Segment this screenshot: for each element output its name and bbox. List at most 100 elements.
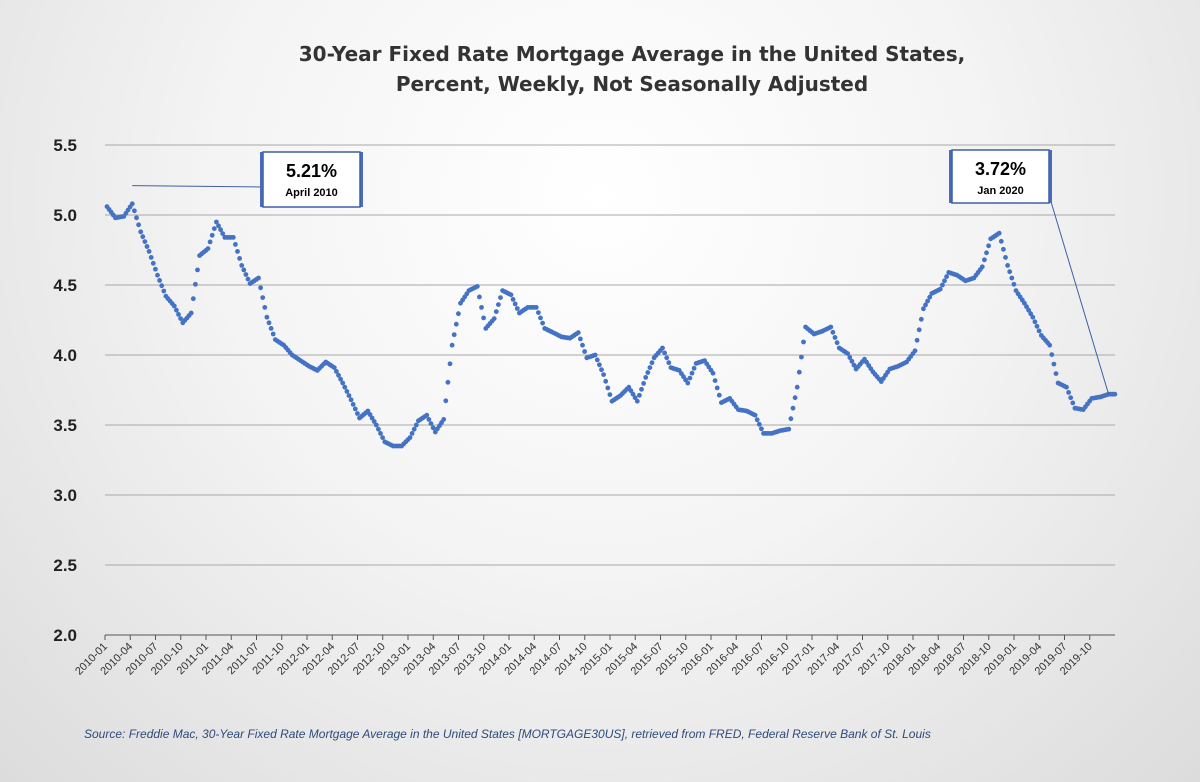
data-point bbox=[369, 415, 375, 421]
data-point bbox=[710, 370, 716, 376]
data-point bbox=[428, 421, 434, 426]
data-point bbox=[832, 335, 838, 340]
data-point bbox=[1028, 311, 1034, 317]
data-point bbox=[1049, 352, 1055, 357]
data-point bbox=[927, 294, 933, 300]
data-point bbox=[496, 302, 501, 307]
data-point bbox=[512, 301, 518, 307]
data-point bbox=[687, 375, 693, 381]
data-point bbox=[355, 411, 360, 416]
data-point bbox=[1070, 400, 1076, 406]
data-point bbox=[157, 278, 163, 283]
gridlines bbox=[105, 144, 1115, 636]
data-point bbox=[155, 272, 160, 278]
data-point bbox=[639, 386, 644, 392]
data-point bbox=[193, 281, 198, 287]
data-point bbox=[453, 321, 459, 327]
data-point bbox=[601, 372, 606, 377]
data-point bbox=[1024, 304, 1029, 310]
callout-leader-line bbox=[1048, 194, 1110, 395]
callout-leader-line bbox=[132, 185, 264, 188]
data-point bbox=[689, 370, 695, 376]
data-point bbox=[828, 324, 834, 330]
callout-2: 3.72% Jan 2020 bbox=[949, 149, 1110, 395]
data-point bbox=[630, 391, 636, 397]
data-point bbox=[754, 417, 760, 423]
data-point bbox=[148, 255, 154, 260]
data-point bbox=[138, 229, 144, 235]
data-point bbox=[371, 419, 377, 424]
data-point bbox=[367, 412, 373, 417]
data-point bbox=[373, 422, 379, 428]
data-point bbox=[918, 316, 924, 322]
data-point bbox=[449, 342, 455, 348]
data-point bbox=[134, 215, 139, 221]
data-point bbox=[1034, 323, 1040, 329]
data-point bbox=[407, 435, 413, 440]
data-point bbox=[796, 369, 802, 375]
data-point bbox=[260, 295, 266, 300]
data-point bbox=[491, 316, 497, 321]
data-point bbox=[142, 239, 148, 245]
data-point bbox=[759, 426, 764, 432]
data-point bbox=[637, 392, 642, 398]
data-point bbox=[607, 392, 613, 397]
data-point bbox=[712, 378, 718, 383]
data-point bbox=[634, 398, 640, 404]
data-point bbox=[380, 435, 385, 440]
data-point bbox=[925, 298, 930, 304]
data-point bbox=[982, 257, 987, 263]
data-point bbox=[171, 303, 177, 309]
data-point bbox=[245, 276, 251, 282]
y-tick-label: 5.0 bbox=[53, 206, 77, 225]
data-point bbox=[1009, 275, 1015, 281]
data-point bbox=[660, 345, 665, 351]
data-point bbox=[801, 339, 806, 345]
data-point bbox=[643, 375, 649, 380]
data-point bbox=[344, 389, 350, 394]
data-point bbox=[645, 370, 651, 375]
data-point bbox=[376, 426, 381, 432]
data-point bbox=[986, 243, 991, 249]
data-point bbox=[129, 201, 135, 207]
data-point bbox=[235, 249, 240, 254]
data-point bbox=[1022, 300, 1027, 306]
data-point bbox=[216, 223, 221, 229]
data-point bbox=[851, 362, 857, 368]
data-point bbox=[666, 360, 672, 366]
data-point bbox=[996, 230, 1002, 236]
data-point bbox=[944, 274, 949, 279]
data-point bbox=[150, 260, 156, 266]
data-point bbox=[540, 320, 545, 326]
data-point bbox=[268, 326, 274, 331]
data-point bbox=[220, 231, 226, 237]
data-point bbox=[243, 272, 249, 277]
data-point bbox=[161, 288, 167, 294]
data-point bbox=[426, 417, 432, 422]
data-point bbox=[940, 282, 945, 288]
y-tick-label: 5.5 bbox=[53, 136, 77, 155]
data-point bbox=[331, 365, 337, 370]
data-point bbox=[998, 238, 1004, 244]
data-point bbox=[1003, 255, 1008, 260]
data-point bbox=[536, 310, 541, 315]
data-point bbox=[605, 385, 611, 391]
data-point bbox=[411, 426, 417, 432]
data-point bbox=[153, 266, 158, 272]
data-point bbox=[538, 315, 543, 321]
data-point bbox=[441, 417, 447, 422]
data-point bbox=[132, 208, 137, 214]
source-note: Source: Freddie Mac, 30-Year Fixed Rate … bbox=[84, 727, 931, 741]
data-point bbox=[533, 305, 539, 310]
data-point bbox=[348, 397, 354, 403]
data-point bbox=[1053, 371, 1059, 376]
data-point bbox=[430, 425, 436, 431]
data-point bbox=[239, 263, 245, 268]
data-point bbox=[378, 431, 383, 436]
data-point bbox=[923, 302, 928, 308]
data-point bbox=[1068, 395, 1074, 401]
data-point bbox=[921, 306, 926, 312]
data-point bbox=[338, 376, 343, 382]
data-point bbox=[350, 402, 356, 407]
